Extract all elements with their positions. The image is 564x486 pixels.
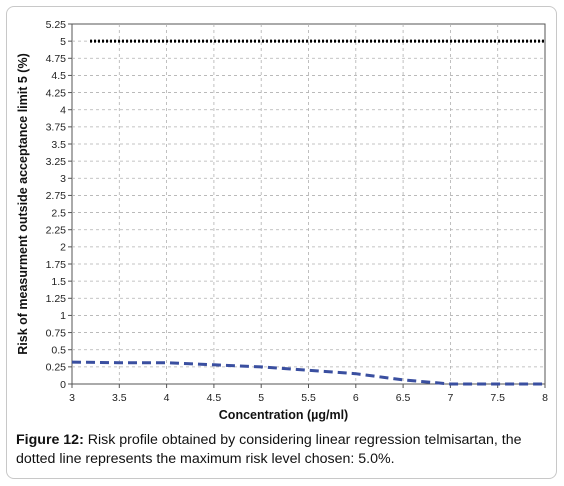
series-line-dashed (71, 360, 545, 386)
y-tick-label: 4 (60, 105, 66, 117)
y-tick-label: 1.5 (51, 276, 66, 288)
x-tick-label: 4.5 (207, 392, 222, 404)
y-tick-label: 1.25 (46, 293, 67, 305)
x-tick-label: 3 (69, 392, 75, 404)
y-tick-label: 4.25 (46, 87, 67, 99)
grid (72, 24, 545, 384)
caption-text: Risk profile obtained by considering lin… (16, 432, 522, 467)
y-tick-label: 0 (60, 379, 66, 391)
x-axis-label: Concentration (µg/ml) (219, 408, 348, 422)
x-tick-label: 4 (164, 392, 170, 404)
y-tick-label: 2.25 (46, 225, 67, 237)
y-tick-label: 2 (60, 242, 66, 254)
x-tick-label: 3.5 (112, 392, 127, 404)
x-tick-label: 6.5 (396, 392, 411, 404)
y-tick-label: 1 (60, 310, 66, 322)
y-tick-label: 5.25 (46, 19, 67, 31)
risk-profile-chart: 0 0.25 0.5 0.75 1 1.25 1.5 1.75 2 2.25 2.5 2.75 3 3.2… (16, 19, 548, 422)
y-tick-label: 4.75 (46, 53, 67, 65)
y-axis-label: Risk of measurment outside acceptance li… (16, 53, 30, 354)
y-tick-label: 2.5 (51, 207, 66, 219)
x-tick-label: 8 (542, 392, 548, 404)
y-tick-label: 5 (60, 36, 66, 48)
y-tick-label: 0.5 (51, 345, 66, 357)
y-tick-label: 2.75 (46, 190, 67, 202)
x-tick-label: 5.5 (301, 392, 316, 404)
x-axis-ticks: 3 3.5 4 4.5 5 5.5 6 6.5 7 7.5 8 (69, 384, 548, 404)
y-tick-label: 1.75 (46, 259, 67, 271)
y-tick-label: 3 (60, 173, 66, 185)
caption-label: Figure 12: (16, 432, 84, 448)
series-group (71, 39, 545, 386)
y-tick-label: 3.25 (46, 156, 67, 168)
y-tick-label: 3.75 (46, 122, 67, 134)
y-axis-ticks: 0 0.25 0.5 0.75 1 1.25 1.5 1.75 2 2.25 2.5 2.75 3 3.2… (46, 19, 72, 391)
x-tick-label: 7 (447, 392, 453, 404)
figure-caption: Figure 12: Risk profile obtained by cons… (16, 431, 552, 469)
x-tick-label: 7.5 (490, 392, 505, 404)
y-tick-label: 0.25 (46, 362, 67, 374)
y-tick-label: 0.75 (46, 327, 67, 339)
y-tick-label: 4.5 (51, 70, 66, 82)
y-tick-label: 3.5 (51, 139, 66, 151)
x-tick-label: 6 (353, 392, 359, 404)
x-tick-label: 5 (258, 392, 264, 404)
